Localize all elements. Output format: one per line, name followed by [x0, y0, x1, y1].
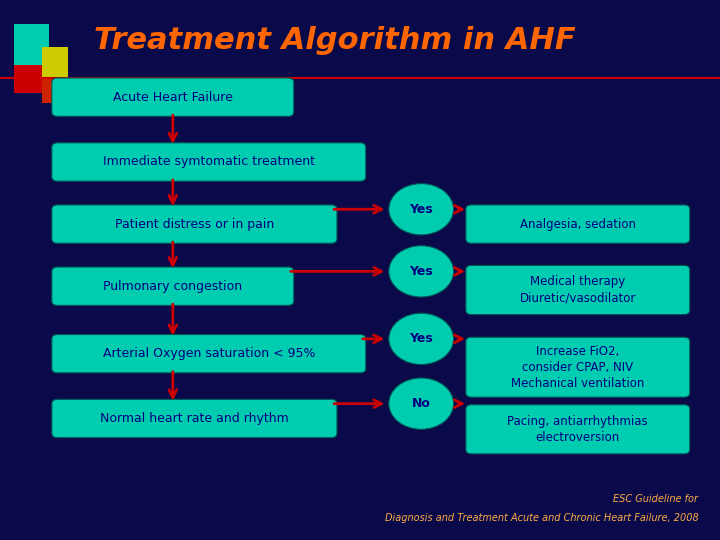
Text: Analgesia, sedation: Analgesia, sedation — [520, 218, 636, 231]
Text: Normal heart rate and rhythm: Normal heart rate and rhythm — [100, 412, 289, 425]
Text: Increase FiO2,
consider CPAP, NIV
Mechanical ventilation: Increase FiO2, consider CPAP, NIV Mechan… — [511, 345, 644, 390]
FancyBboxPatch shape — [14, 65, 49, 93]
FancyBboxPatch shape — [466, 405, 690, 454]
Text: Patient distress or in pain: Patient distress or in pain — [114, 218, 274, 231]
Text: Pulmonary congestion: Pulmonary congestion — [103, 280, 243, 293]
FancyBboxPatch shape — [52, 143, 366, 181]
FancyBboxPatch shape — [42, 47, 68, 79]
Ellipse shape — [389, 246, 454, 297]
FancyBboxPatch shape — [466, 205, 690, 243]
Text: Yes: Yes — [410, 265, 433, 278]
FancyBboxPatch shape — [466, 265, 690, 314]
Text: Immediate symtomatic treatment: Immediate symtomatic treatment — [103, 156, 315, 168]
FancyBboxPatch shape — [14, 24, 49, 65]
Ellipse shape — [389, 313, 454, 365]
Text: Medical therapy
Diuretic/vasodilator: Medical therapy Diuretic/vasodilator — [520, 275, 636, 305]
Text: Yes: Yes — [410, 332, 433, 346]
FancyBboxPatch shape — [466, 337, 690, 397]
FancyBboxPatch shape — [42, 79, 68, 103]
Text: Yes: Yes — [410, 202, 433, 216]
Text: No: No — [412, 397, 431, 410]
Ellipse shape — [389, 378, 454, 429]
FancyBboxPatch shape — [52, 205, 337, 243]
FancyBboxPatch shape — [52, 399, 337, 437]
Text: Diagnosis and Treatment Acute and Chronic Heart Failure, 2008: Diagnosis and Treatment Acute and Chroni… — [384, 514, 698, 523]
Ellipse shape — [389, 184, 454, 235]
Text: Arterial Oxygen saturation < 95%: Arterial Oxygen saturation < 95% — [102, 347, 315, 360]
Text: Acute Heart Failure: Acute Heart Failure — [113, 91, 233, 104]
FancyBboxPatch shape — [52, 267, 294, 306]
Text: Pacing, antiarrhythmias
electroversion: Pacing, antiarrhythmias electroversion — [508, 415, 648, 444]
FancyBboxPatch shape — [52, 335, 366, 373]
Text: Treatment Algorithm in AHF: Treatment Algorithm in AHF — [94, 26, 575, 55]
FancyBboxPatch shape — [52, 78, 294, 117]
Text: ESC Guideline for: ESC Guideline for — [613, 495, 698, 504]
